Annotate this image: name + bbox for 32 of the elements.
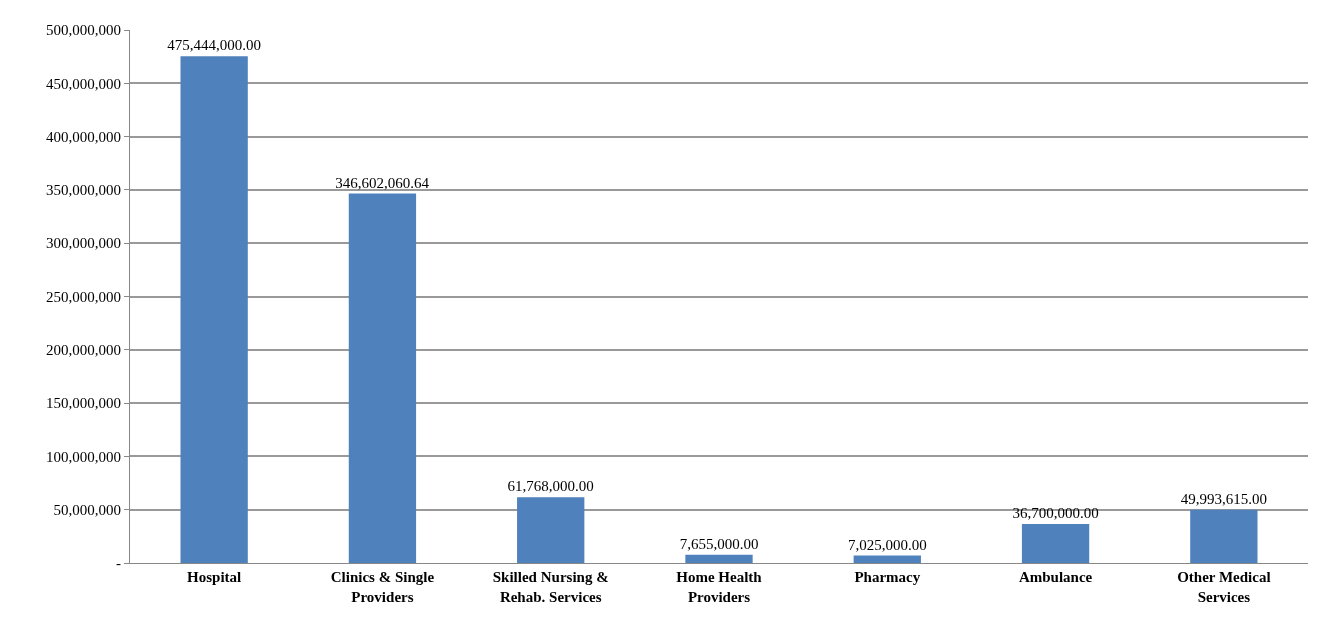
y-tick-label: - — [116, 555, 121, 572]
data-label: 7,655,000.00 — [679, 535, 759, 552]
y-tick-label: 300,000,000 — [46, 235, 121, 252]
y-tick-label: 350,000,000 — [46, 182, 121, 199]
y-tick-label: 250,000,000 — [46, 288, 121, 305]
bar — [180, 56, 248, 563]
data-label: 346,602,060.64 — [335, 174, 430, 191]
bar — [853, 555, 921, 563]
data-label: 36,700,000.00 — [1012, 504, 1099, 521]
bar — [348, 193, 417, 563]
x-tick-label: Pharmacy — [854, 569, 921, 585]
x-tick-label: Hospital — [187, 569, 242, 585]
x-tick-label: Clinics & Single Providers — [330, 569, 435, 605]
data-label: 61,768,000.00 — [507, 478, 594, 495]
y-tick-label: 200,000,000 — [46, 342, 121, 359]
y-tick-label: 50,000,000 — [53, 501, 121, 518]
x-tick-label: Ambulance — [1018, 569, 1093, 585]
data-label: 7,025,000.00 — [847, 536, 927, 553]
bar — [1190, 509, 1258, 563]
y-tick-label: 400,000,000 — [46, 128, 121, 145]
x-tick-label: Skilled Nursing & Rehab. Services — [492, 569, 609, 605]
bar — [685, 554, 753, 563]
y-tick-label: 450,000,000 — [46, 75, 121, 92]
bar — [1021, 523, 1090, 563]
bar — [517, 497, 585, 563]
data-label: 475,444,000.00 — [167, 37, 262, 54]
y-tick-label: 100,000,000 — [46, 448, 121, 465]
y-tick-label: 150,000,000 — [46, 395, 121, 412]
data-label: 49,993,615.00 — [1180, 490, 1267, 507]
x-tick-label: Home Health Providers — [676, 569, 763, 605]
y-tick-label: 500,000,000 — [46, 22, 121, 39]
x-tick-label: Other Medical Services — [1177, 569, 1271, 605]
